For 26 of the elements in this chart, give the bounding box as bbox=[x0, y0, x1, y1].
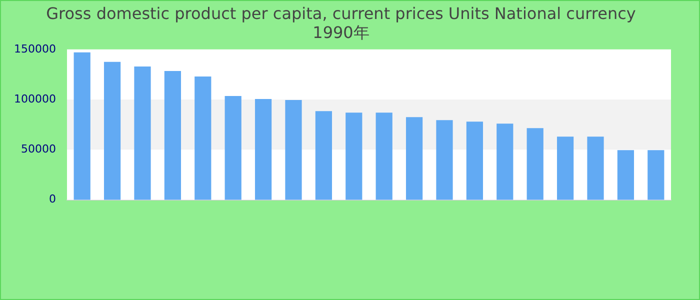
bar bbox=[134, 66, 151, 200]
bar bbox=[194, 76, 212, 200]
bar bbox=[466, 122, 484, 200]
bar bbox=[254, 99, 272, 200]
bar bbox=[164, 70, 181, 200]
chart-subtitle: 1990年 bbox=[312, 22, 370, 42]
bar bbox=[376, 112, 392, 200]
bar bbox=[74, 52, 90, 200]
bar bbox=[496, 124, 514, 200]
y-tick-label: 150000 bbox=[14, 42, 56, 56]
bar bbox=[587, 136, 604, 200]
bar bbox=[285, 100, 302, 200]
bar bbox=[526, 128, 544, 200]
bar bbox=[104, 62, 121, 200]
bar bbox=[346, 112, 362, 200]
y-tick-label: 0 bbox=[48, 192, 56, 206]
bar bbox=[406, 117, 423, 200]
bar bbox=[315, 111, 332, 200]
bar bbox=[224, 96, 242, 200]
y-tick-label: 50000 bbox=[20, 142, 56, 156]
bar bbox=[617, 150, 634, 200]
bar bbox=[648, 150, 664, 200]
bar bbox=[436, 120, 453, 200]
bar bbox=[556, 136, 574, 200]
chart-title: Gross domestic product per capita, current prices Units National currency bbox=[46, 4, 636, 23]
y-tick-label: 100000 bbox=[14, 92, 56, 106]
